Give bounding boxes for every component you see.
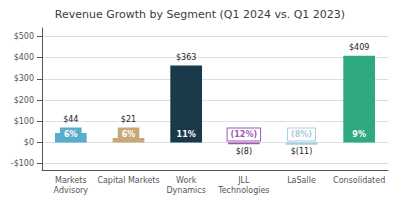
svg-text:$363: $363 xyxy=(176,53,196,62)
svg-text:$44: $44 xyxy=(63,115,78,124)
svg-text:$200: $200 xyxy=(14,96,34,105)
svg-text:6%: 6% xyxy=(122,130,136,139)
svg-text:Advisory: Advisory xyxy=(54,186,89,195)
svg-text:Dynamics: Dynamics xyxy=(166,186,205,195)
svg-text:-$100: -$100 xyxy=(11,159,34,168)
svg-text:LaSalle: LaSalle xyxy=(287,176,316,185)
svg-text:9%: 9% xyxy=(352,130,366,139)
svg-text:Technologies: Technologies xyxy=(217,186,269,195)
svg-text:Revenue Growth by Segment (Q1: Revenue Growth by Segment (Q1 2024 vs. Q… xyxy=(55,8,345,21)
svg-text:Capital Markets: Capital Markets xyxy=(97,176,159,185)
svg-text:(8%): (8%) xyxy=(291,130,312,139)
svg-text:11%: 11% xyxy=(177,130,196,139)
svg-text:$409: $409 xyxy=(349,43,369,52)
svg-text:$21: $21 xyxy=(121,115,136,124)
svg-text:$300: $300 xyxy=(14,74,34,83)
svg-text:$0: $0 xyxy=(24,138,34,147)
svg-text:Markets: Markets xyxy=(55,176,87,185)
svg-text:$400: $400 xyxy=(14,53,34,62)
svg-text:$(11): $(11) xyxy=(291,147,313,156)
svg-text:JLL: JLL xyxy=(237,176,250,185)
svg-text:$500: $500 xyxy=(14,32,34,41)
svg-text:Work: Work xyxy=(176,176,197,185)
svg-text:Consolidated: Consolidated xyxy=(333,176,385,185)
svg-text:$(8): $(8) xyxy=(236,147,252,156)
svg-text:6%: 6% xyxy=(64,130,78,139)
svg-text:$100: $100 xyxy=(14,117,34,126)
svg-text:(12%): (12%) xyxy=(231,130,257,139)
